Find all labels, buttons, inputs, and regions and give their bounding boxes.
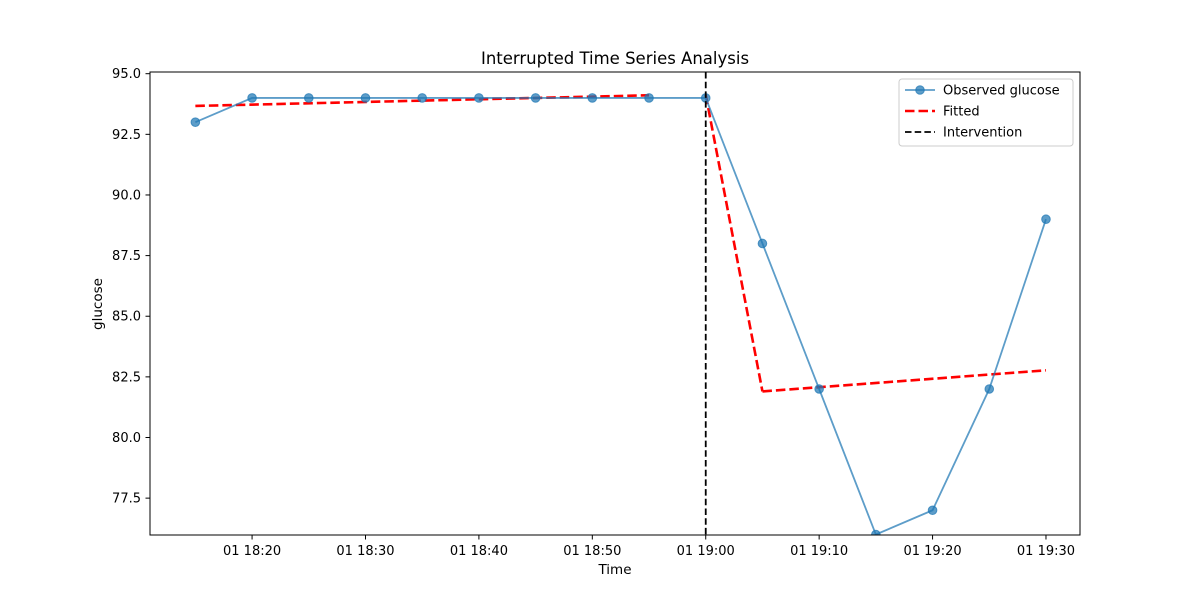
observed-point	[474, 93, 484, 103]
x-axis-label: Time	[597, 562, 631, 578]
plot-area	[190, 72, 1051, 535]
y-tick-label: 95.0	[112, 67, 141, 82]
observed-point	[984, 384, 995, 394]
fitted-segment-1	[704, 94, 764, 392]
y-tick-label: 90.0	[112, 188, 141, 203]
legend-label-observed: Observed glucose	[943, 84, 1060, 99]
observed-point	[303, 93, 314, 103]
y-tick-label: 87.5	[112, 249, 141, 264]
observed-point	[530, 93, 541, 103]
y-tick-label: 80.0	[112, 431, 141, 446]
chart-title: Interrupted Time Series Analysis	[481, 49, 749, 68]
x-tick-label: 01 18:20	[223, 544, 281, 559]
x-tick-label: 01 19:00	[677, 544, 735, 559]
legend-label-intervention: Intervention	[943, 126, 1022, 141]
fitted-segment-2	[762, 369, 1047, 393]
legend-observed-marker	[915, 85, 925, 95]
y-tick-label: 77.5	[112, 492, 141, 507]
observed-point	[190, 117, 201, 128]
x-tick-label: 01 18:30	[336, 544, 394, 559]
x-axis: 01 18:20 01 18:30 01 18:40 01 18:50 01 19:00…	[223, 535, 1075, 559]
x-tick-label: 01 19:10	[790, 544, 848, 559]
observed-point	[360, 93, 371, 103]
legend: Observed glucose Fitted Intervention	[898, 78, 1074, 147]
observed-point	[587, 93, 598, 103]
x-tick-label: 01 19:20	[903, 544, 961, 559]
x-tick-label: 01 19:30	[1017, 544, 1075, 559]
observed-point	[814, 384, 824, 394]
x-tick-label: 01 18:40	[450, 544, 508, 559]
x-tick-label: 01 18:50	[563, 544, 621, 559]
observed-point	[417, 93, 427, 103]
observed-point	[247, 93, 257, 103]
observed-point	[927, 505, 938, 516]
observed-point	[757, 238, 768, 249]
axes-frame	[149, 71, 1081, 536]
legend-box	[898, 78, 1074, 147]
y-axis-label: glucose	[90, 278, 106, 330]
observed-point	[1041, 214, 1051, 225]
y-tick-label: 85.0	[112, 310, 141, 325]
y-tick-label: 92.5	[112, 128, 141, 143]
observed-point	[644, 93, 654, 103]
observed-glucose-line	[195, 97, 1047, 535]
y-tick-label: 82.5	[112, 370, 141, 385]
legend-label-fitted: Fitted	[943, 105, 980, 120]
y-axis: 77.5 80.0 82.5 85.0 87.5 90.0 92.5 95.0	[112, 67, 150, 507]
